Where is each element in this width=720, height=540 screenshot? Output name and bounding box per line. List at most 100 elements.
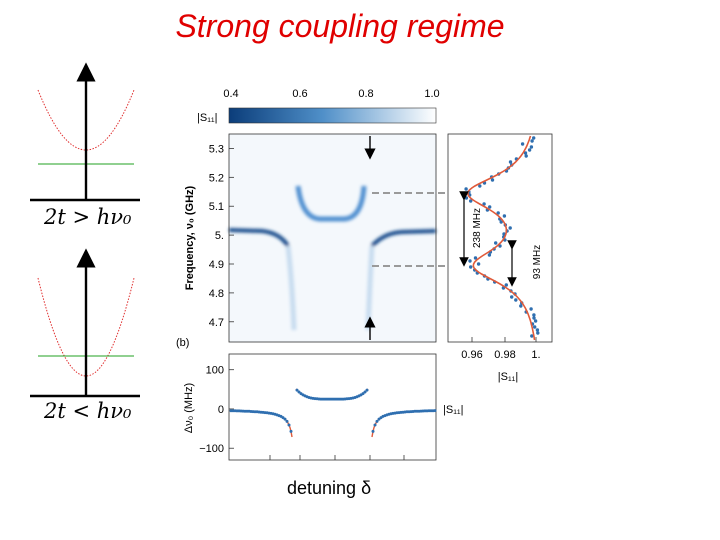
heatmap-yticks: 5.3 5.2 5.1 5. 4.9 4.8 4.7 bbox=[209, 143, 234, 329]
shift-data-point bbox=[297, 390, 301, 394]
heatmap-panel: Frequency, ν₀ (GHz) 5.3 5.2 5.1 5. 4.9 4.8 4.7… bbox=[176, 133, 437, 349]
heatmap-ytick-label: 5.2 bbox=[209, 172, 224, 184]
heatmap-faint-left bbox=[285, 245, 297, 331]
s11-data-point bbox=[469, 199, 473, 203]
s11-data-point bbox=[469, 265, 473, 269]
heatmap-ytick-label: 5.1 bbox=[209, 201, 224, 213]
s11-data-point bbox=[476, 262, 481, 266]
heatmap-ytick-label: 5. bbox=[215, 230, 224, 242]
shift-ytick-label: −100 bbox=[199, 443, 224, 455]
shift-data-point bbox=[289, 429, 293, 433]
s11-data-point bbox=[499, 220, 503, 224]
heatmap-ytick-label: 5.3 bbox=[209, 143, 224, 155]
heatmap-ylabel: Frequency, ν₀ (GHz) bbox=[184, 185, 196, 290]
shift-ylabel: Δν₀ (MHz) bbox=[183, 383, 195, 433]
colorbar-tick: 0.4 bbox=[223, 88, 238, 100]
s11-data-point bbox=[532, 316, 536, 320]
shift-data-point bbox=[373, 423, 377, 427]
s11-data-point bbox=[514, 298, 518, 302]
shift-data-point bbox=[365, 388, 369, 392]
s11-data-point bbox=[490, 178, 495, 182]
s11-data-point bbox=[502, 214, 507, 218]
heatmap-ytick-label: 4.7 bbox=[209, 317, 224, 329]
panel-b-label: (b) bbox=[176, 337, 189, 349]
s11-data-point bbox=[478, 184, 482, 188]
heatmap-background bbox=[229, 134, 436, 342]
s11-xlabel: |S₁₁| bbox=[498, 371, 518, 383]
s11-data-point bbox=[464, 187, 468, 191]
shift-ytick-label: 100 bbox=[206, 365, 224, 377]
s11-data-point bbox=[510, 295, 514, 299]
heatmap-branch-right bbox=[370, 229, 437, 248]
s11-xticks: 0.96 0.98 1. bbox=[461, 337, 541, 361]
s11-data-point bbox=[494, 241, 498, 245]
s11-data-point bbox=[504, 283, 508, 287]
s11-data-point bbox=[468, 259, 472, 263]
parabola-bottom bbox=[37, 277, 135, 377]
colorbar: 0.4 0.6 0.8 1.0 |S₁₁| bbox=[197, 88, 440, 124]
shift-data-point bbox=[285, 419, 289, 423]
width-annotation: 93 MHz bbox=[532, 245, 543, 279]
heatmap-branches bbox=[228, 185, 437, 331]
colorbar-gradient bbox=[228, 107, 437, 124]
s11-data-point bbox=[535, 328, 540, 332]
condition-bottom: 2t < hν₀ bbox=[44, 399, 132, 423]
gap-annotation: 238 MHz bbox=[472, 208, 483, 248]
shift-ticks: 100 0 −100 bbox=[199, 365, 405, 460]
s11-data-point bbox=[532, 136, 536, 140]
s11-data-point bbox=[464, 196, 469, 200]
s11-data-point bbox=[532, 313, 536, 317]
s11-data-point bbox=[530, 139, 534, 143]
heatmap-ytick-label: 4.9 bbox=[209, 259, 224, 271]
x-axis-title: detuning δ bbox=[287, 478, 372, 498]
s11-data-point bbox=[523, 151, 528, 155]
s11-data-point bbox=[536, 331, 540, 335]
s11-xtick-label: 1. bbox=[531, 349, 540, 361]
shift-data-point bbox=[375, 419, 379, 423]
shift-ytick-label: 0 bbox=[218, 404, 224, 416]
s11-data-point bbox=[519, 304, 523, 308]
s11-data-point bbox=[488, 205, 492, 209]
colorbar-tick: 0.8 bbox=[358, 88, 373, 100]
s11-data-point bbox=[533, 319, 538, 323]
shift-frame bbox=[228, 353, 437, 461]
s11-data-point bbox=[527, 148, 532, 152]
s11-data-point bbox=[520, 142, 525, 146]
condition-top: 2t > hν₀ bbox=[44, 205, 132, 229]
shift-panel: 100 0 −100 Δν₀ (MHz) |S₁₁| bbox=[183, 353, 463, 461]
s11-data-point bbox=[473, 256, 478, 260]
colorbar-tick: 0.6 bbox=[292, 88, 307, 100]
s11-xtick-label: 0.96 bbox=[461, 349, 482, 361]
s11-panel: 238 MHz 93 MHz 0.96 0.98 1. |S₁₁| bbox=[447, 133, 553, 383]
s11-data-point bbox=[482, 202, 486, 206]
s11-fit-curve bbox=[466, 135, 536, 341]
shift-data-point bbox=[371, 429, 375, 433]
s11-data-point bbox=[524, 154, 528, 158]
s11-xtick-label: 0.98 bbox=[494, 349, 515, 361]
slide-title: Strong coupling regime bbox=[175, 8, 505, 44]
s11-data-point bbox=[487, 253, 492, 257]
shift-points bbox=[229, 388, 437, 433]
shift-data-point bbox=[287, 423, 291, 427]
heatmap-branch-upper bbox=[295, 185, 367, 222]
parabola-top bbox=[37, 89, 135, 151]
colorbar-tick: 1.0 bbox=[424, 88, 439, 100]
shift-data-point bbox=[361, 392, 365, 396]
colorbar-label: |S₁₁| bbox=[197, 112, 217, 124]
heatmap-ytick-label: 4.8 bbox=[209, 288, 224, 300]
s11-data-point bbox=[529, 307, 533, 311]
s11-data-point bbox=[529, 145, 534, 149]
s11-data-point bbox=[496, 211, 500, 215]
s11-data-point bbox=[530, 334, 534, 338]
shift-data-point bbox=[295, 388, 299, 392]
shift-data-point bbox=[363, 390, 367, 394]
heatmap-branch-left bbox=[228, 228, 290, 248]
s11-data-point bbox=[508, 160, 513, 164]
shift-data-point bbox=[283, 417, 287, 421]
schematic-bottom bbox=[30, 248, 140, 398]
shift-side-label: |S₁₁| bbox=[443, 404, 463, 416]
s11-data-point bbox=[508, 226, 512, 230]
s11-data-point bbox=[533, 325, 537, 329]
